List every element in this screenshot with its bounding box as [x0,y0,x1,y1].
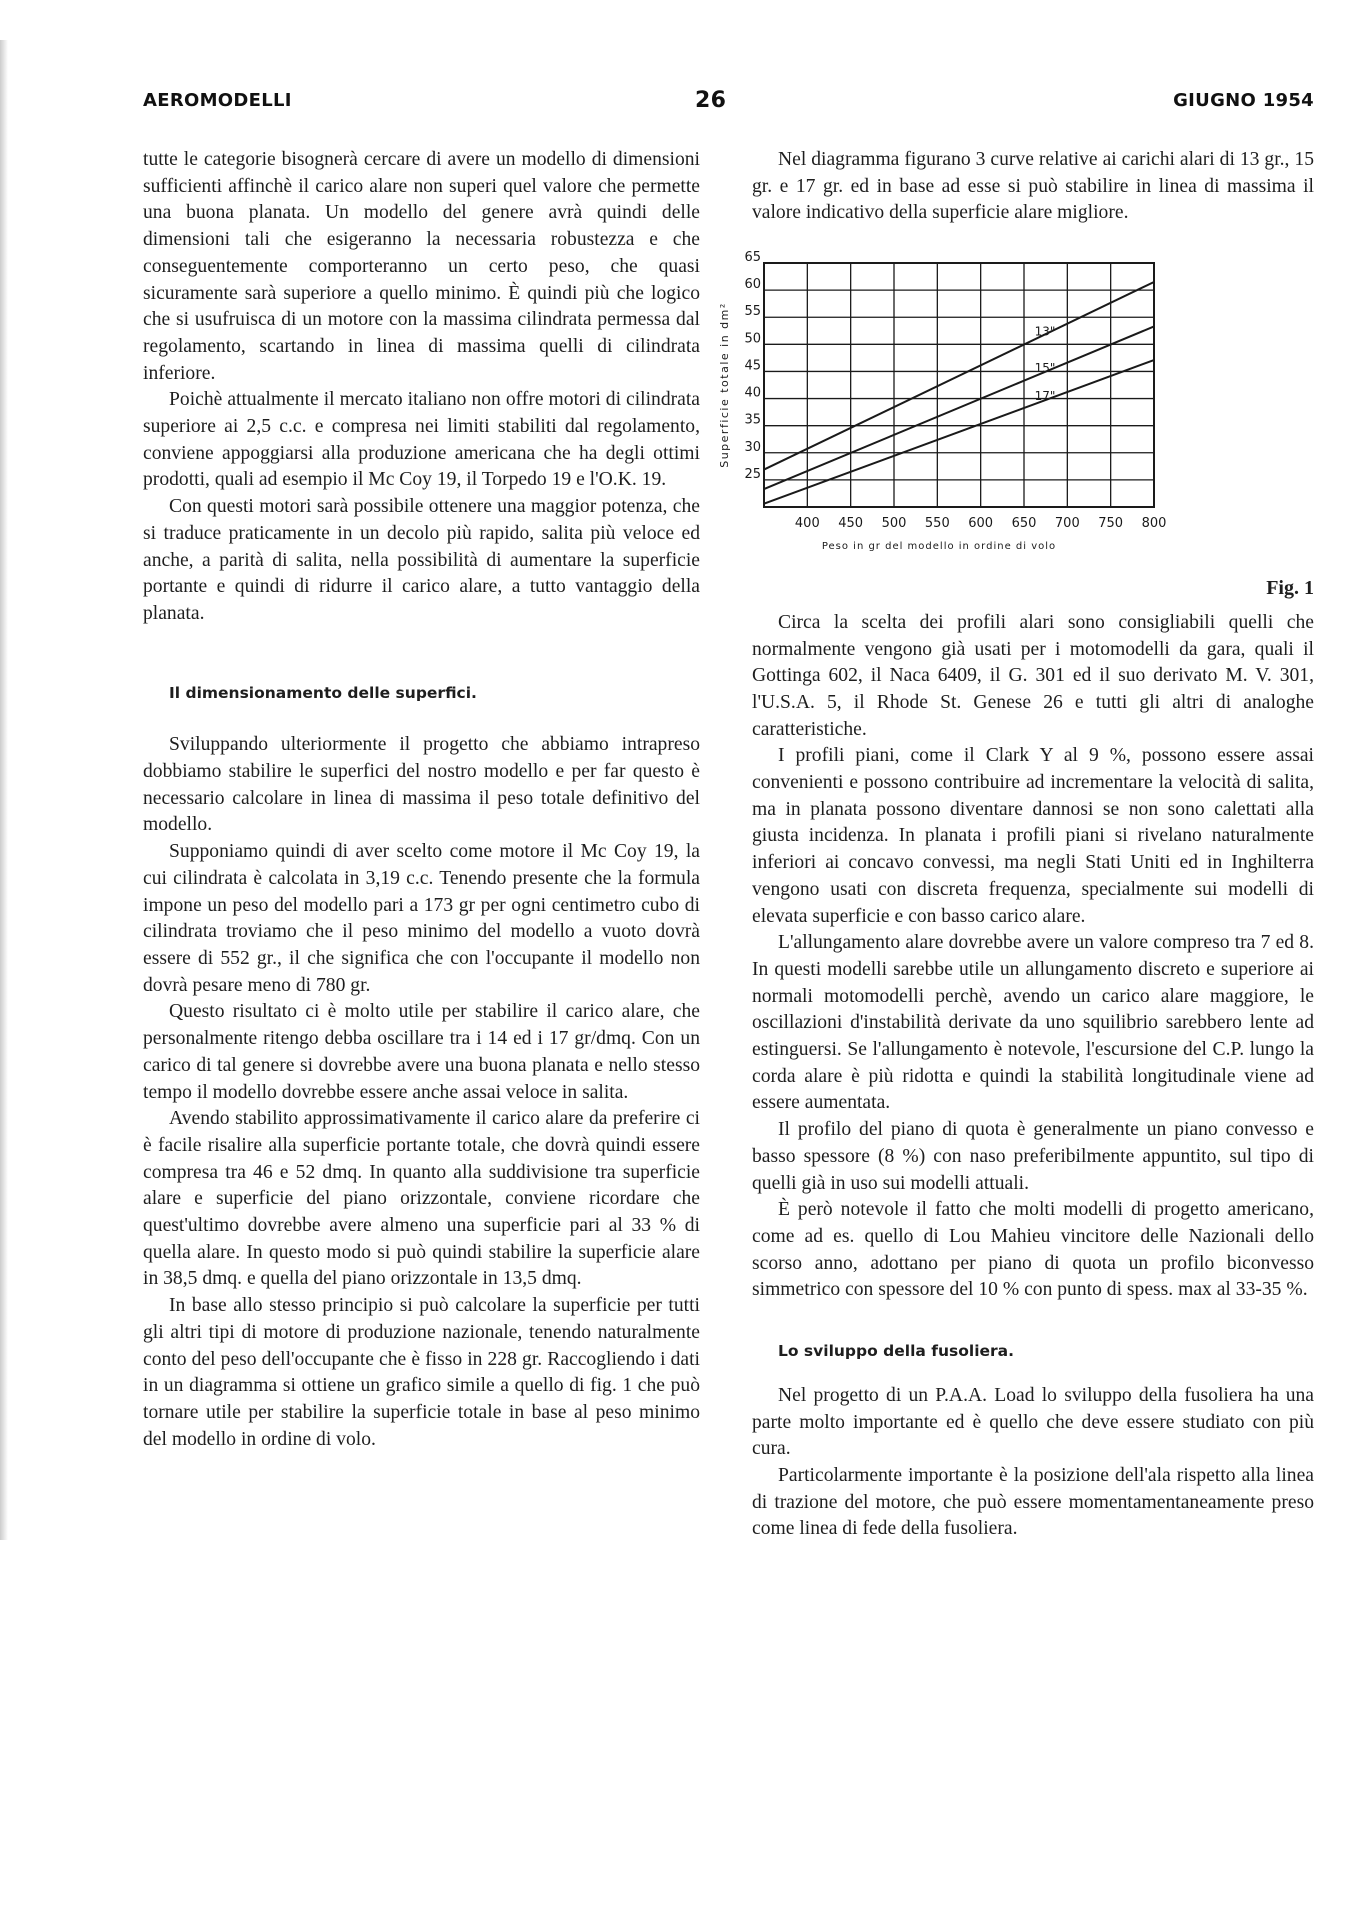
y-tick-label: 55 [744,304,761,319]
y-tick-label: 45 [744,359,761,374]
y-tick-label: 35 [744,413,761,428]
paragraph: Nel diagramma figurano 3 curve relative … [752,149,1314,224]
y-tick-label: 50 [744,331,761,346]
x-axis-label: Peso in gr del modello in ordine di volo [822,541,1056,552]
x-tick-label: 400 [795,516,820,531]
series-line [763,325,1155,491]
paragraph: Circa la scelta dei profili alari sono c… [752,611,1314,740]
series-label: 15" [1035,361,1056,375]
surface-weight-chart: 400 450 500 550 600 650 700 750 800 25 30 35 40 45 50 5… [718,250,1167,552]
paragraph: Con questi motori sarà possibile ottener… [143,496,700,624]
right-column: Nel diagramma figurano 3 curve relative … [718,147,1314,1543]
y-tick-label: 60 [744,277,761,292]
paragraph: L'allungamento alare dovrebbe avere un v… [752,932,1314,1114]
page-number: 26 [695,88,727,113]
paragraph: Nel progetto di un P.A.A. Load lo svilup… [752,1384,1314,1460]
paragraph: Supponiamo quindi di aver scelto come mo… [143,841,700,996]
x-tick-label: 800 [1142,516,1167,531]
plot-frame [763,262,1155,509]
paragraph: I profili piani, come il Clark Y al 9 %,… [752,745,1314,927]
paragraph: Particolarmente importante è la posizion… [752,1464,1314,1540]
paragraph: Avendo stabilito approssimativamente il … [143,1108,700,1290]
y-tick-label: 30 [744,440,761,455]
series-label: 17" [1035,389,1056,403]
x-tick-label: 550 [925,516,950,531]
paragraph: È però notevole il fatto che molti model… [752,1199,1314,1301]
x-tick-label: 450 [838,516,863,531]
x-tick-label: 750 [1098,516,1123,531]
y-tick-label: 65 [744,250,761,265]
paragraph: Questo risultato ci è molto utile per st… [143,1001,700,1103]
paragraph: Sviluppando ulteriormente il progetto ch… [143,734,700,836]
x-tick-label: 650 [1012,516,1037,531]
y-tick-label: 40 [744,386,761,401]
series-label: 13" [1035,324,1056,338]
series-line [763,359,1155,505]
issue-date: GIUGNO 1954 [1173,90,1314,111]
x-tick-label: 700 [1055,516,1080,531]
scan-edge-shadow [0,40,8,1540]
paragraph: tutte le categorie bisognerà cercare di … [143,149,700,384]
series-line [763,281,1155,471]
paragraph: Poichè attualmente il mercato italiano n… [143,389,700,491]
paragraph: In base allo stesso principio si può cal… [143,1295,700,1450]
y-axis-label: Superficie totale in dm² [718,302,731,468]
y-tick-label: 25 [744,467,761,482]
left-column: tutte le categorie bisognerà cercare di … [143,147,700,1453]
section-heading: Il dimensionamento delle superfici. [169,683,477,702]
x-tick-label: 500 [882,516,907,531]
x-tick-label: 600 [968,516,993,531]
paragraph: Il profilo del piano di quota è generalm… [752,1119,1314,1194]
figure-caption: Fig. 1 [1266,577,1314,600]
section-heading: Lo sviluppo della fusoliera. [778,1342,1015,1361]
magazine-name: AEROMODELLI [143,90,292,111]
